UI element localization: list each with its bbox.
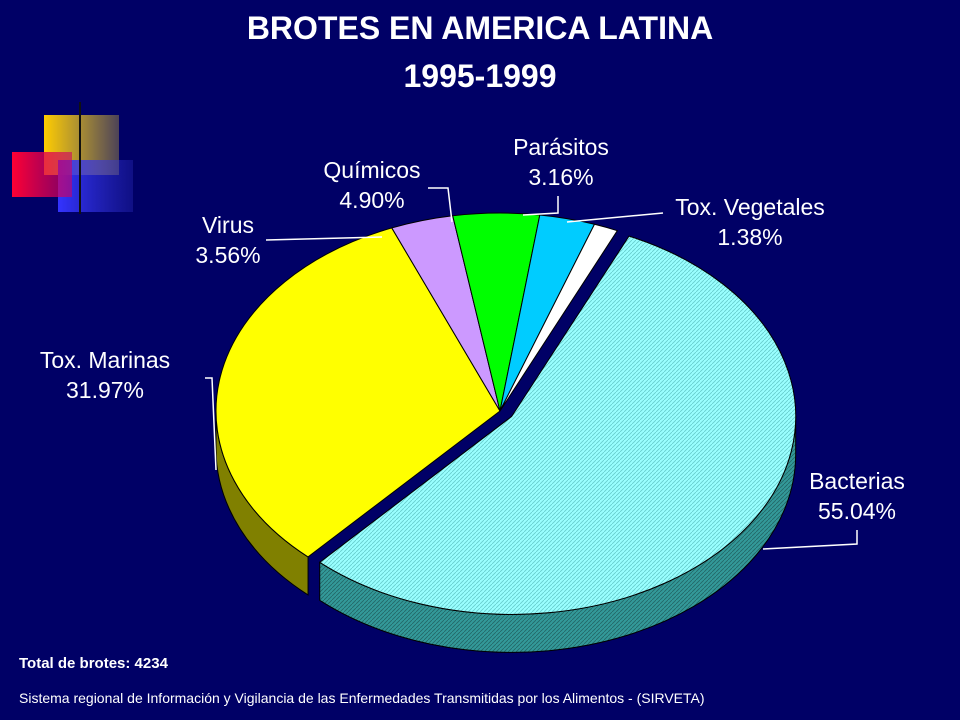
slice-labels: Bacterias 55.04% Tox. Marinas 31.97% Virus 3.… [40,134,905,524]
leader-line-quimicos [428,187,453,223]
slice-label-bacterias: Bacterias [809,468,905,494]
source-note: Sistema regional de Información y Vigila… [19,690,705,706]
leader-line-tox-marinas [205,377,217,471]
slice-label-tox-marinas: Tox. Marinas [40,347,170,373]
slice-value-tox-vegetales: 1.38% [717,224,782,250]
slice-label-quimicos: Químicos [323,157,420,183]
slice-label-parasitos: Parásitos [513,134,609,160]
slice-bacterias [318,235,797,615]
leader-line-tox-vegetales [566,212,664,223]
leader-lines [205,187,858,550]
chart-title: BROTES EN AMERICA LATINA [246,10,714,46]
slice-label-tox-vegetales: Tox. Vegetales [675,194,825,220]
leader-line-bacterias [762,530,858,550]
slice-value-parasitos: 3.16% [528,164,593,190]
slice-value-quimicos: 4.90% [339,187,404,213]
slice-value-tox-marinas: 31.97% [66,377,144,403]
slice-label-virus: Virus [202,212,254,238]
red-square [12,152,72,197]
pie-slices [215,212,797,615]
slice-tox-marinas [215,227,501,558]
slice-value-bacterias: 55.04% [818,498,896,524]
leader-line-virus [265,236,383,241]
slice-value-virus: 3.56% [195,242,260,268]
leader-line-parasitos [522,196,559,216]
decorative-squares [12,102,133,214]
slice-tox-vegetales [499,223,619,412]
total-outbreaks: Total de brotes: 4234 [19,655,168,672]
chart-subtitle-years: 1995-1999 [403,58,557,94]
